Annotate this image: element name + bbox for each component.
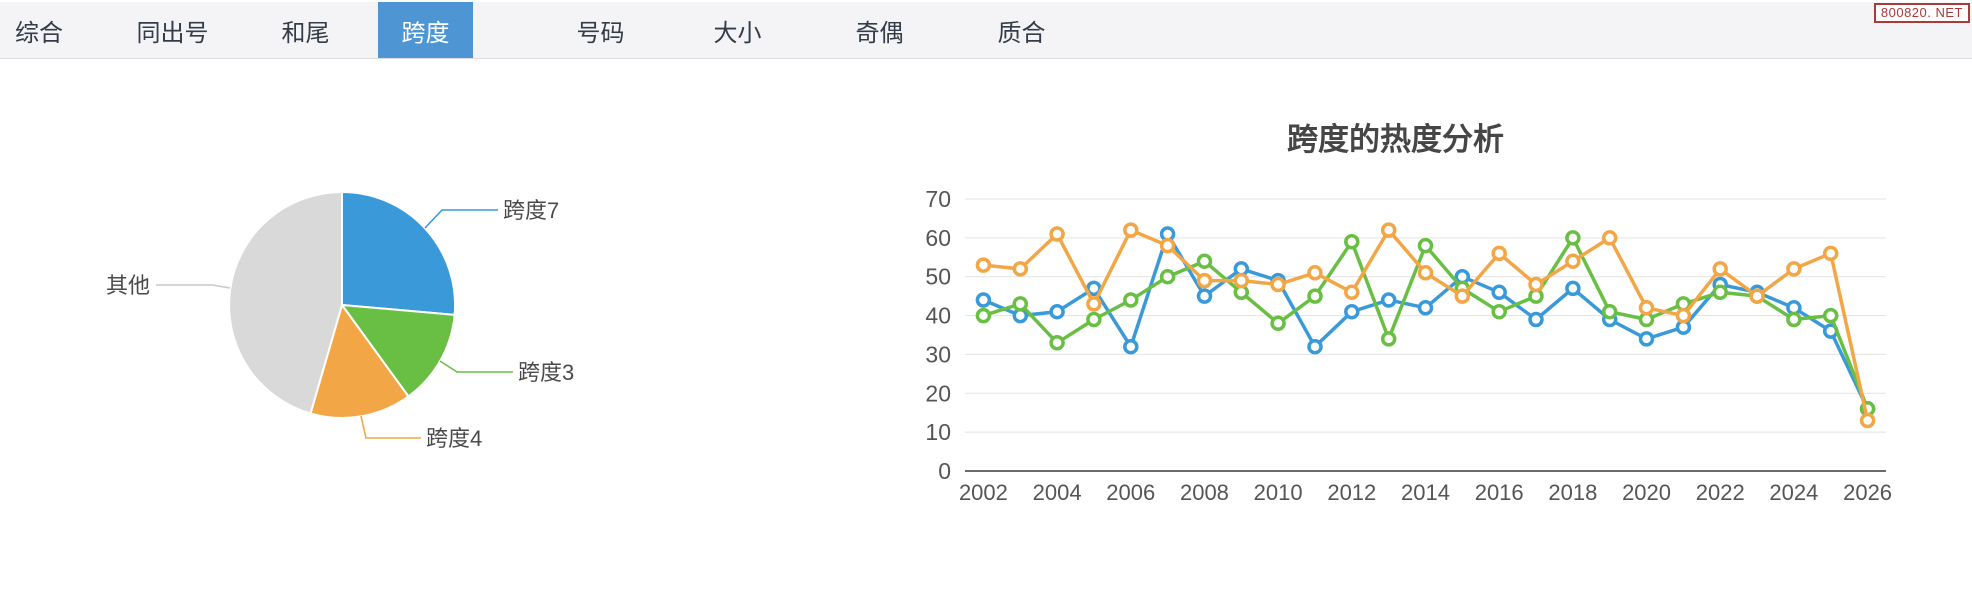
data-point-marker [1344, 284, 1360, 301]
data-point-marker [1491, 245, 1507, 262]
data-point-marker [1565, 253, 1581, 269]
data-point-marker [1601, 303, 1618, 320]
data-point-marker [1380, 331, 1397, 347]
y-axis-tick-label: 0 [938, 458, 951, 484]
data-point-marker [1307, 265, 1323, 281]
x-axis-tick-label: 2008 [1180, 480, 1229, 505]
x-axis-tick-label: 2016 [1475, 480, 1524, 505]
data-point-marker [1123, 338, 1139, 355]
data-point-marker [1049, 226, 1065, 242]
data-point-marker [1380, 222, 1397, 238]
y-axis-tick-label: 20 [925, 380, 951, 406]
data-point-marker [1012, 296, 1029, 312]
pie-label-line [424, 209, 498, 229]
data-point-marker [1491, 303, 1507, 320]
pie-label-line [439, 360, 513, 373]
data-point-marker [1417, 265, 1434, 281]
data-point-marker [1307, 288, 1323, 304]
line-chart-title: 跨度的热度分析 [1287, 122, 1504, 157]
x-axis-tick-label: 2018 [1548, 480, 1597, 505]
pie-slice-label: 跨度7 [503, 198, 559, 223]
data-point-marker [1196, 272, 1213, 289]
pie-label-line [360, 415, 421, 439]
data-point-marker [1417, 237, 1434, 254]
data-point-marker [1307, 338, 1323, 355]
data-point-marker [1049, 303, 1065, 320]
site-watermark: 800820. NET [1873, 3, 1970, 23]
data-point-marker [1601, 230, 1618, 246]
data-point-marker [1159, 237, 1176, 254]
y-axis-tick-label: 30 [925, 341, 951, 367]
data-point-marker [1859, 412, 1876, 429]
nav-tab-jiou[interactable]: 奇偶 [855, 19, 904, 47]
y-axis-tick-label: 70 [925, 186, 951, 212]
x-axis-tick-label: 2022 [1696, 480, 1745, 505]
data-point-marker [1344, 233, 1360, 250]
data-point-marker [1270, 315, 1286, 332]
data-point-marker [1712, 284, 1728, 301]
data-point-marker [975, 307, 992, 324]
x-axis-tick-label: 2004 [1033, 480, 1082, 505]
nav-tab-hewei[interactable]: 和尾 [281, 19, 330, 47]
x-axis-tick-label: 2002 [959, 480, 1008, 505]
pie-label-line [156, 284, 231, 289]
x-axis-tick-label: 2006 [1106, 480, 1155, 505]
nav-tab-zonghe[interactable]: 综合 [15, 19, 63, 47]
pie-slice-label: 跨度3 [518, 360, 574, 385]
pie-slice-label: 跨度4 [426, 426, 482, 451]
pie-slice[interactable] [341, 190, 457, 316]
data-point-marker [1012, 261, 1029, 277]
data-point-marker [1822, 245, 1839, 262]
y-axis-tick-label: 10 [925, 419, 951, 445]
x-axis-tick-label: 2012 [1327, 480, 1376, 505]
y-axis-tick-label: 40 [925, 303, 951, 329]
data-point-marker [1196, 288, 1213, 304]
nav-tab-tongchuhao[interactable]: 同出号 [136, 19, 209, 47]
x-axis-tick-label: 2010 [1254, 480, 1303, 505]
nav-tab-kuadu-active[interactable]: 跨度 [378, 2, 473, 58]
data-point-marker [1159, 268, 1176, 285]
nav-tab-haoma[interactable]: 号码 [576, 19, 625, 47]
data-point-marker [1123, 222, 1139, 238]
data-point-marker [1565, 230, 1581, 246]
x-axis-tick-label: 2024 [1769, 480, 1818, 505]
data-point-marker [1491, 284, 1507, 301]
data-point-marker [1123, 292, 1139, 308]
y-axis-tick-label: 60 [925, 225, 951, 251]
data-point-marker [1712, 261, 1728, 277]
data-point-marker [1417, 300, 1434, 316]
data-point-marker [1049, 335, 1065, 351]
y-axis-tick-label: 50 [925, 264, 951, 290]
data-point-marker [1638, 300, 1655, 316]
data-point-marker [1638, 331, 1655, 347]
pie-slice-label: 其他 [106, 273, 150, 298]
x-axis-tick-label: 2026 [1843, 480, 1892, 505]
data-point-marker [1565, 280, 1581, 297]
data-point-marker [1786, 261, 1802, 277]
data-point-marker [1086, 296, 1102, 312]
data-point-marker [1528, 276, 1544, 293]
data-point-marker [1528, 311, 1544, 328]
line-chart: 0 10 20 30 40 50 60 70 2002 2004 2006 2008 2010 2012 2… [925, 186, 1892, 505]
data-point-marker [975, 257, 992, 273]
tab-bar: 综合 同出号 和尾 跨度 号码 大小 奇偶 质合 [0, 2, 1972, 59]
data-point-marker [1454, 288, 1471, 304]
pie-slice[interactable] [228, 190, 343, 415]
data-point-marker [1380, 292, 1397, 308]
data-point-marker [1196, 253, 1213, 269]
data-point-marker [1270, 276, 1286, 293]
data-point-marker [1786, 311, 1802, 328]
data-point-marker [1344, 303, 1360, 320]
data-point-marker [975, 292, 992, 308]
data-point-marker [1233, 272, 1250, 289]
x-axis-tick-label: 2014 [1401, 480, 1450, 505]
data-point-marker [1822, 307, 1839, 324]
data-point-marker [1675, 307, 1692, 324]
x-axis-tick-label: 2020 [1622, 480, 1671, 505]
data-point-marker [1086, 311, 1102, 328]
data-point-marker [1749, 288, 1765, 304]
nav-tab-daxiao[interactable]: 大小 [713, 19, 762, 47]
pie-chart: 跨度7 跨度3 跨度4 其他 [106, 190, 574, 451]
nav-tab-zhihe[interactable]: 质合 [997, 19, 1046, 47]
